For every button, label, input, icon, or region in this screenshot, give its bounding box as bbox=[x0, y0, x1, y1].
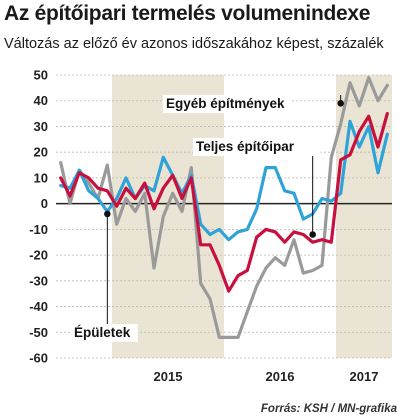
series-annotations: Egyéb építmények Teljes építőipar Épületek bbox=[71, 95, 344, 342]
source-note: Forrás: KSH / MN-grafika bbox=[260, 403, 397, 415]
series-lines bbox=[59, 75, 389, 339]
y-axis-ticks: -60 -50 -40 -30 -20 -10 0 10 20 30 40 50 bbox=[29, 68, 48, 366]
y-tick-label: 10 bbox=[34, 170, 48, 185]
annotation-label-other: Egyéb építmények bbox=[166, 96, 285, 111]
y-tick-label: -10 bbox=[29, 222, 48, 237]
series-line-other bbox=[59, 75, 389, 339]
y-tick-label: -40 bbox=[29, 299, 48, 314]
annotation-dot-other bbox=[337, 100, 344, 107]
annotation-label-bg bbox=[163, 95, 291, 113]
annotation-dot-buildings bbox=[104, 210, 111, 218]
y-tick-label: 30 bbox=[34, 119, 48, 134]
annotation-label-bg bbox=[71, 324, 138, 342]
chart-title: Az építőipari termelés volumenindexe bbox=[4, 2, 371, 25]
chart-subtitle: Változás az előző év azonos időszakához … bbox=[4, 36, 384, 52]
y-tick-label: -20 bbox=[29, 248, 48, 263]
x-year-label-2017: 2017 bbox=[350, 369, 379, 384]
shade-band-2017 bbox=[336, 75, 392, 358]
y-tick-label: -60 bbox=[29, 351, 48, 366]
annotation-label-buildings: Épületek bbox=[74, 325, 131, 340]
y-tick-label: 20 bbox=[34, 145, 48, 160]
y-tick-label: 0 bbox=[41, 196, 48, 211]
shade-band-2015 bbox=[112, 75, 224, 358]
annotation-dot-total bbox=[309, 231, 316, 238]
x-axis-year-labels: 2015 2016 2017 bbox=[154, 369, 379, 384]
y-tick-label: -30 bbox=[29, 273, 48, 288]
y-tick-label: -50 bbox=[29, 325, 48, 340]
series-line-total bbox=[59, 111, 389, 293]
annotation-label-bg bbox=[193, 138, 321, 156]
y-tick-label: 40 bbox=[34, 93, 48, 108]
y-tick-label: 50 bbox=[34, 68, 48, 83]
shaded-year-bands bbox=[112, 75, 392, 358]
x-year-label-2015: 2015 bbox=[154, 369, 183, 384]
annotation-label-total: Teljes építőipar bbox=[196, 139, 295, 154]
x-year-label-2016: 2016 bbox=[266, 369, 295, 384]
